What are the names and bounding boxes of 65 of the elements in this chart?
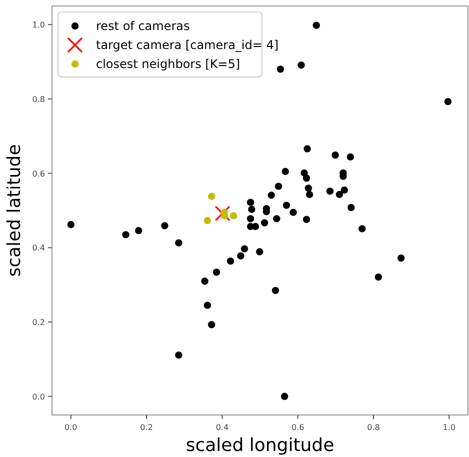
- point: [122, 231, 130, 238]
- x-tick-label: 0.6: [291, 423, 304, 432]
- x-tick-label: 0.8: [367, 423, 380, 432]
- point: [306, 190, 314, 198]
- point: [268, 192, 275, 199]
- point: [444, 98, 452, 106]
- y-tick-label: 0.4: [32, 244, 45, 253]
- point: [298, 62, 305, 69]
- point: [358, 225, 366, 232]
- point: [336, 190, 344, 198]
- point: [208, 192, 216, 200]
- point: [161, 222, 168, 230]
- x-tick-label: 0.2: [140, 423, 153, 432]
- point: [340, 186, 348, 194]
- point: [237, 252, 244, 260]
- point: [312, 22, 320, 29]
- point: [274, 182, 282, 190]
- legend-label: rest of cameras: [96, 19, 190, 33]
- point: [246, 198, 254, 206]
- point: [201, 278, 208, 285]
- x-axis-title: scaled longitude: [186, 435, 334, 456]
- x-tick-label: 1.0: [442, 423, 456, 432]
- point: [302, 174, 310, 182]
- point: [208, 321, 216, 328]
- point: [276, 66, 284, 73]
- point: [240, 245, 248, 252]
- point: [246, 215, 254, 222]
- point: [175, 352, 182, 359]
- point: [348, 204, 355, 212]
- x-tick-label: 0.4: [216, 423, 229, 432]
- y-tick-label: 0.0: [32, 392, 45, 402]
- point: [135, 226, 142, 234]
- point: [67, 221, 75, 228]
- y-tick-label: 0.6: [32, 169, 45, 178]
- point: [332, 152, 339, 159]
- point: [248, 206, 256, 213]
- point: [302, 216, 310, 224]
- point: [256, 248, 264, 256]
- point: [282, 202, 290, 209]
- y-tick-label: 0.2: [32, 318, 45, 328]
- point: [290, 208, 297, 216]
- point: [226, 257, 234, 265]
- legend-label: target camera [camera_id= 4]: [96, 38, 279, 52]
- point: [374, 273, 382, 281]
- point: [280, 392, 288, 400]
- point: [204, 216, 212, 224]
- point: [326, 188, 334, 195]
- point: [214, 206, 230, 222]
- legend-label: closest neighbors [K=5]: [96, 57, 240, 71]
- point: [282, 168, 289, 176]
- point: [204, 302, 212, 309]
- point: [230, 212, 238, 220]
- point: [212, 268, 220, 276]
- point: [397, 254, 405, 262]
- x-tick-label: 0.0: [64, 423, 78, 432]
- point: [346, 153, 354, 161]
- point: [304, 145, 311, 152]
- y-tick-label: 1.0: [32, 20, 45, 30]
- point: [273, 215, 280, 222]
- y-tick-label: 0.8: [32, 94, 45, 104]
- y-axis-title: scaled latitude: [4, 144, 25, 277]
- point: [304, 184, 312, 192]
- point: [272, 286, 280, 294]
- point: [175, 239, 182, 246]
- point: [260, 219, 268, 226]
